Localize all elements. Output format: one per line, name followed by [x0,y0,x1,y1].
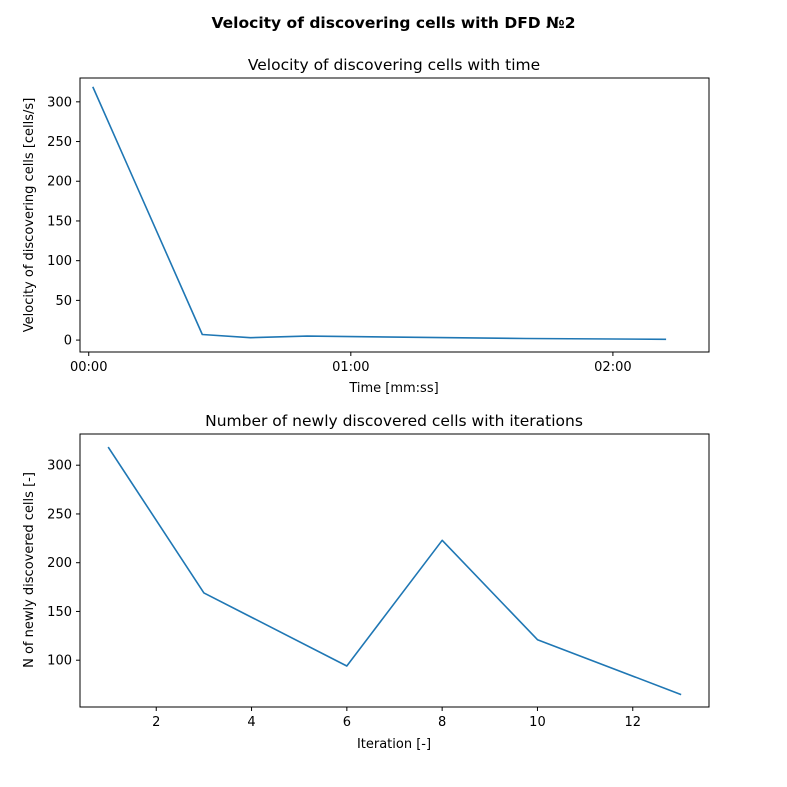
bottom-chart-xtick-label: 6 [343,715,351,730]
bottom-chart-xtick-label: 2 [152,715,160,730]
top-chart-ytick-label: 100 [47,254,72,269]
bottom-chart-ytick-label: 200 [47,556,72,571]
top-chart-xtick-label: 01:00 [332,360,369,375]
bottom-chart-frame [79,433,710,708]
top-chart-ytick-label: 300 [47,95,72,110]
bottom-chart-ytick-label: 250 [47,507,72,522]
top-chart-ytick-label: 250 [47,135,72,150]
bottom-chart: Number of newly discovered cells with it… [22,412,710,752]
top-chart: Velocity of discovering cells with time … [22,56,710,396]
top-chart-ytick-label: 150 [47,214,72,229]
bottom-chart-title: Number of newly discovered cells with it… [205,412,583,430]
bottom-chart-xtick-label: 12 [624,715,641,730]
bottom-chart-ytick-label: 300 [47,459,72,474]
bottom-chart-xtick-label: 10 [529,715,546,730]
figure-suptitle: Velocity of discovering cells with DFD №… [212,14,576,32]
bottom-chart-xlabel: Iteration [-] [357,737,431,752]
top-chart-series-line [92,86,667,341]
top-chart-ylabel: Velocity of discovering cells [cells/s] [22,98,37,333]
top-chart-xtick-label: 02:00 [594,360,631,375]
bottom-chart-ylabel: N of newly discovered cells [-] [22,472,37,668]
top-chart-frame [79,77,710,353]
bottom-chart-xtick-label: 8 [438,715,446,730]
top-chart-ytick-label: 200 [47,175,72,190]
top-chart-title: Velocity of discovering cells with time [248,56,540,74]
bottom-chart-ytick-label: 100 [47,654,72,669]
bottom-chart-xtick-label: 4 [247,715,255,730]
bottom-chart-series-line [107,446,682,696]
top-chart-ytick-label: 50 [55,294,72,309]
top-chart-xtick-label: 00:00 [70,360,107,375]
bottom-chart-ytick-label: 150 [47,605,72,620]
top-chart-ytick-label: 0 [64,334,72,349]
top-chart-xlabel: Time [mm:ss] [348,381,438,396]
